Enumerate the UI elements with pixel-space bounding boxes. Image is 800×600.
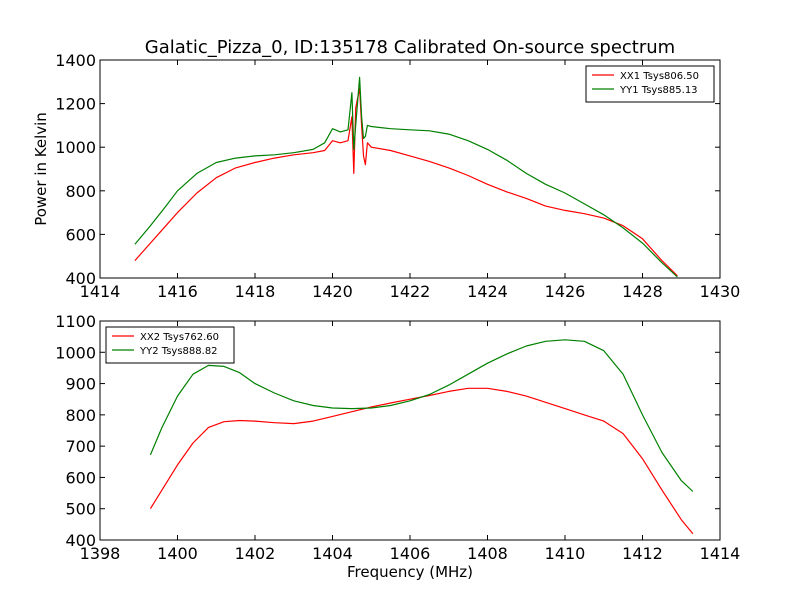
y-axis-label: Power in Kelvin (32, 112, 50, 226)
x-tick-label: 1398 (80, 544, 121, 563)
x-tick-label: 1406 (390, 544, 431, 563)
x-tick-label: 1412 (622, 544, 663, 563)
series-line-2-1 (149, 387, 694, 535)
legend-entry: YY1 Tsys885.13 (619, 85, 698, 96)
legend: XX2 Tsys762.60 YY2 Tsys888.82 (105, 326, 235, 364)
legend-entry: XX1 Tsys806.50 (620, 71, 699, 82)
x-tick-label: 1414 (700, 544, 741, 563)
y-tick-label: 1000 (55, 138, 96, 157)
x-tick-label: 1426 (545, 282, 586, 301)
x-tick-label: 1418 (235, 282, 276, 301)
y-tick-label: 700 (65, 437, 96, 456)
series-line-2-2 (149, 339, 694, 492)
y-tick-label: 800 (65, 182, 96, 201)
y-tick-label: 900 (65, 375, 96, 394)
legend-entry: YY2 Tsys888.82 (139, 346, 218, 357)
x-tick-label: 1428 (622, 282, 663, 301)
x-axis-label: Frequency (MHz) (347, 563, 473, 581)
y-tick-label: 400 (65, 269, 96, 288)
x-tick-label: 1414 (80, 282, 121, 301)
series-line-1-2 (134, 76, 678, 278)
y-tick-label: 1400 (55, 51, 96, 70)
x-tick-label: 1420 (312, 282, 353, 301)
x-tick-label: 1408 (467, 544, 508, 563)
legend-box (105, 326, 235, 364)
x-tick-label: 1404 (312, 544, 353, 563)
x-tick-label: 1422 (390, 282, 431, 301)
legend-entry: XX2 Tsys762.60 (140, 332, 219, 343)
chart-title: Galatic_Pizza_0, ID:135178 Calibrated On… (145, 37, 675, 58)
x-tick-label: 1416 (157, 282, 198, 301)
legend-box (585, 65, 715, 103)
y-tick-label: 800 (65, 406, 96, 425)
y-tick-label: 500 (65, 500, 96, 519)
x-tick-label: 1410 (545, 544, 586, 563)
bottom-spectrum-chart: 1398 1400 1402 1404 1406 1408 1410 1412 1414 400 5… (55, 312, 740, 581)
x-tick-label: 1424 (467, 282, 508, 301)
y-tick-label: 1000 (55, 343, 96, 362)
series-line-1-1 (134, 87, 678, 277)
legend: XX1 Tsys806.50 YY1 Tsys885.13 (585, 65, 715, 103)
y-tick-label: 1200 (55, 95, 96, 114)
top-spectrum-chart: 1414 1416 1418 1420 1422 1424 1426 1428 1430 400 6… (32, 37, 740, 301)
y-tick-label: 600 (65, 225, 96, 244)
x-tick-label: 1400 (157, 544, 198, 563)
y-tick-label: 1100 (55, 312, 96, 331)
x-tick-label: 1430 (700, 282, 741, 301)
y-tick-label: 400 (65, 531, 96, 550)
y-tick-label: 600 (65, 468, 96, 487)
x-tick-label: 1402 (235, 544, 276, 563)
